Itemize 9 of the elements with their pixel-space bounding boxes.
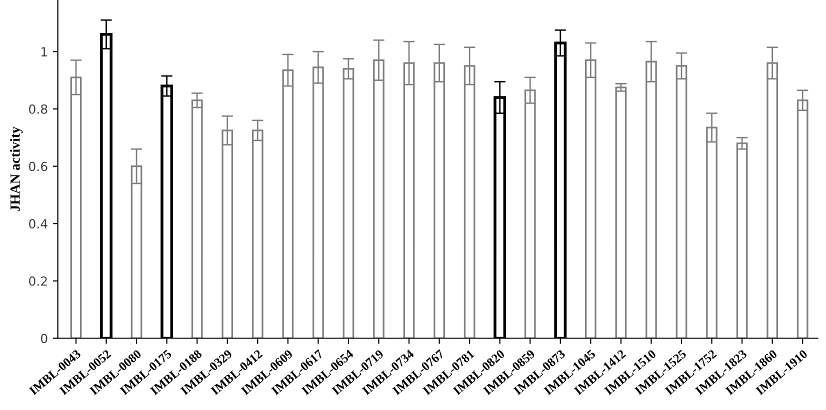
y-tick-label: 0.8 (29, 104, 48, 114)
y-tick-label: 0.6 (29, 162, 48, 172)
bar (736, 142, 748, 338)
y-tick-label: 1 (42, 47, 47, 56)
y-tick-label: 0.2 (29, 276, 47, 286)
bar (615, 86, 627, 338)
y-tick-label: 0.4 (29, 219, 48, 229)
y-axis-title: JHAN activity (10, 126, 23, 212)
y-tick-label: 0 (40, 334, 48, 344)
